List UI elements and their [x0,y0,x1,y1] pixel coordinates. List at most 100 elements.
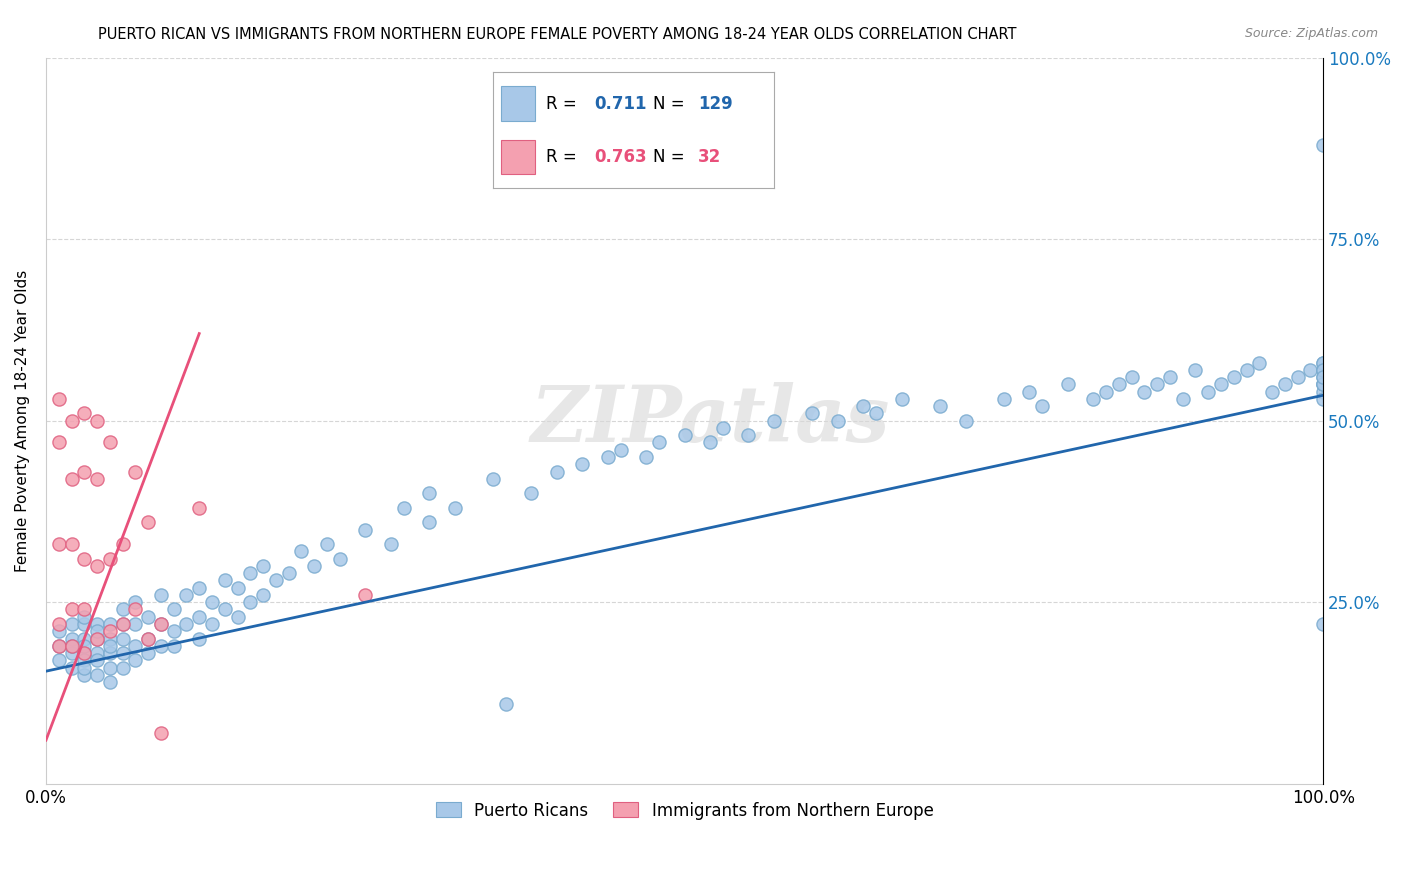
Point [1312,356,1334,370]
Point [1018,384,1040,399]
Point [73,646,96,660]
Point [149,617,172,632]
Point [418,486,440,500]
Point [176,617,198,632]
Point [60,660,83,674]
Point [329,551,352,566]
Point [214,574,236,588]
Point [136,516,159,530]
Point [98,617,121,632]
Point [636,450,658,464]
Point [762,414,785,428]
Point [136,646,159,660]
Point [86,617,108,632]
Point [86,646,108,660]
Point [60,639,83,653]
Point [1312,363,1334,377]
Point [86,472,108,486]
Point [48,617,70,632]
Point [1312,370,1334,384]
Point [852,399,875,413]
Point [60,537,83,551]
Point [1171,392,1194,406]
Point [98,632,121,646]
Point [111,632,134,646]
Point [354,588,377,602]
Point [73,602,96,616]
Point [316,537,339,551]
Point [111,646,134,660]
Point [48,537,70,551]
Point [1312,377,1334,392]
Point [86,632,108,646]
Point [98,646,121,660]
Point [124,465,146,479]
Point [443,500,465,515]
Point [1312,363,1334,377]
Point [73,632,96,646]
Point [520,486,543,500]
Point [482,472,505,486]
Point [149,588,172,602]
Point [495,697,517,711]
Point [111,537,134,551]
Point [252,588,274,602]
Point [48,392,70,406]
Point [290,544,312,558]
Point [571,457,593,471]
Point [48,624,70,639]
Point [149,617,172,632]
Point [73,609,96,624]
Point [86,624,108,639]
Point [48,639,70,653]
Point [73,465,96,479]
Point [239,566,262,581]
Point [226,609,249,624]
Point [865,407,887,421]
Point [1209,377,1232,392]
Point [124,653,146,667]
Point [188,632,211,646]
Point [73,646,96,660]
Point [252,558,274,573]
Point [1133,384,1156,399]
Point [48,639,70,653]
Point [163,639,186,653]
Point [1121,370,1143,384]
Point [1197,384,1219,399]
Point [1286,370,1309,384]
Point [136,632,159,646]
Point [136,609,159,624]
Point [1312,377,1334,392]
Point [98,639,121,653]
Point [60,632,83,646]
Text: PUERTO RICAN VS IMMIGRANTS FROM NORTHERN EUROPE FEMALE POVERTY AMONG 18-24 YEAR : PUERTO RICAN VS IMMIGRANTS FROM NORTHERN… [98,27,1017,42]
Point [124,639,146,653]
Point [1184,363,1206,377]
Point [354,523,377,537]
Point [1146,377,1168,392]
Point [1312,356,1334,370]
Point [609,442,631,457]
Point [176,588,198,602]
Point [1108,377,1130,392]
Point [111,617,134,632]
Point [1274,377,1296,392]
Point [1312,392,1334,406]
Point [214,602,236,616]
Point [418,516,440,530]
Point [111,660,134,674]
Point [239,595,262,609]
Point [149,639,172,653]
Point [737,428,759,442]
Point [1056,377,1078,392]
Point [98,660,121,674]
Point [929,399,952,413]
Point [188,609,211,624]
Point [673,428,696,442]
Point [1312,370,1334,384]
Point [711,421,734,435]
Point [1236,363,1258,377]
Point [163,624,186,639]
Point [188,581,211,595]
